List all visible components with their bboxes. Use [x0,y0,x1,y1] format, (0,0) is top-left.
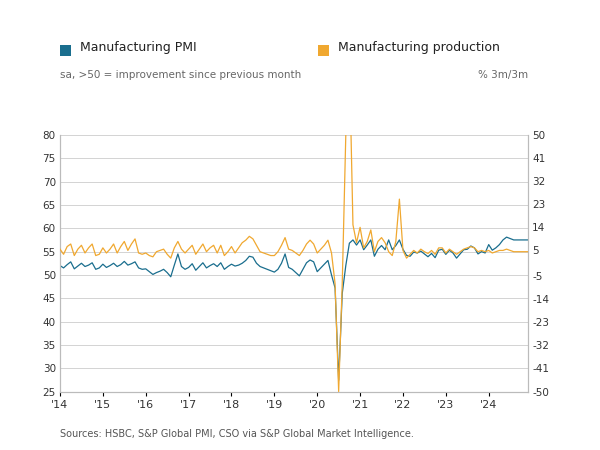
Text: sa, >50 = improvement since previous month: sa, >50 = improvement since previous mon… [60,70,301,80]
Text: Sources: HSBC, S&P Global PMI, CSO via S&P Global Market Intelligence.: Sources: HSBC, S&P Global PMI, CSO via S… [60,429,414,439]
Text: Manufacturing PMI: Manufacturing PMI [80,41,196,54]
Bar [60,45,71,56]
Text: Manufacturing production: Manufacturing production [338,41,500,54]
Bar [318,45,329,56]
Text: % 3m/3m: % 3m/3m [478,70,528,80]
